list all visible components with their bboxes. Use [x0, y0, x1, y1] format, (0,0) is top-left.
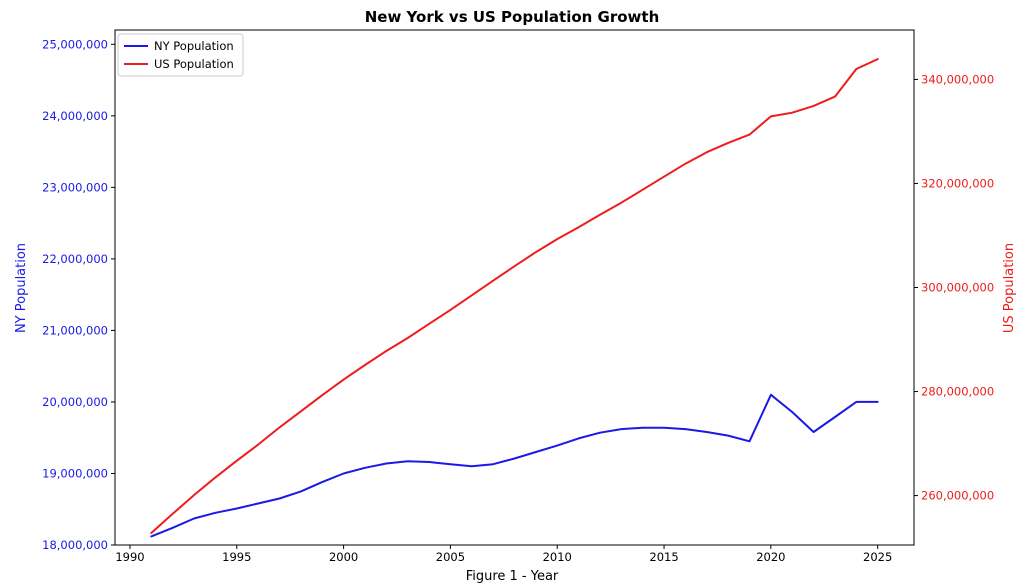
legend: NY Population US Population — [117, 33, 244, 77]
y-left-tick-label: 22,000,000 — [42, 252, 108, 266]
y-right-tick-label: 280,000,000 — [921, 385, 994, 399]
x-tick-label: 2025 — [863, 550, 892, 564]
plot-area — [150, 58, 879, 538]
x-tick-label: 2015 — [649, 550, 678, 564]
plot-frame — [114, 29, 915, 546]
x-tick-label: 2020 — [756, 550, 785, 564]
y-left-tick-label: 25,000,000 — [42, 37, 108, 51]
y-left-tick-label: 21,000,000 — [42, 323, 108, 337]
y-axis-left: 18,000,000 19,000,000 20,000,000 21,000,000… — [42, 37, 115, 552]
series-line-ny-population — [150, 393, 879, 538]
y-left-tick-label: 23,000,000 — [42, 180, 108, 194]
y-right-tick-label: 340,000,000 — [921, 72, 994, 86]
y-right-tick-label: 320,000,000 — [921, 176, 994, 190]
x-tick-label: 2000 — [329, 550, 358, 564]
y-axis-right-label: US Population — [1002, 243, 1017, 333]
series-line-us-population — [150, 58, 879, 534]
y-axis-right: 260,000,000 280,000,000 300,000,000 320,000… — [914, 72, 994, 503]
y-right-tick-label: 260,000,000 — [921, 489, 994, 503]
x-axis-label: Figure 1 - Year — [466, 569, 559, 584]
chart-title: New York vs US Population Growth — [365, 8, 660, 26]
y-left-tick-label: 19,000,000 — [42, 466, 108, 480]
legend-label-ny: NY Population — [154, 39, 234, 53]
x-axis: 1990 1995 2000 2005 2010 2015 2020 2025 — [115, 545, 892, 564]
y-left-tick-label: 24,000,000 — [42, 109, 108, 123]
y-left-tick-label: 20,000,000 — [42, 395, 108, 409]
legend-label-us: US Population — [154, 57, 234, 71]
x-tick-label: 2005 — [436, 550, 465, 564]
y-axis-left-label: NY Population — [14, 243, 29, 333]
x-tick-label: 1995 — [222, 550, 251, 564]
y-right-tick-label: 300,000,000 — [921, 281, 994, 295]
legend-box — [117, 33, 244, 77]
x-tick-label: 1990 — [115, 550, 144, 564]
x-tick-label: 2010 — [543, 550, 572, 564]
y-left-tick-label: 18,000,000 — [42, 538, 108, 552]
